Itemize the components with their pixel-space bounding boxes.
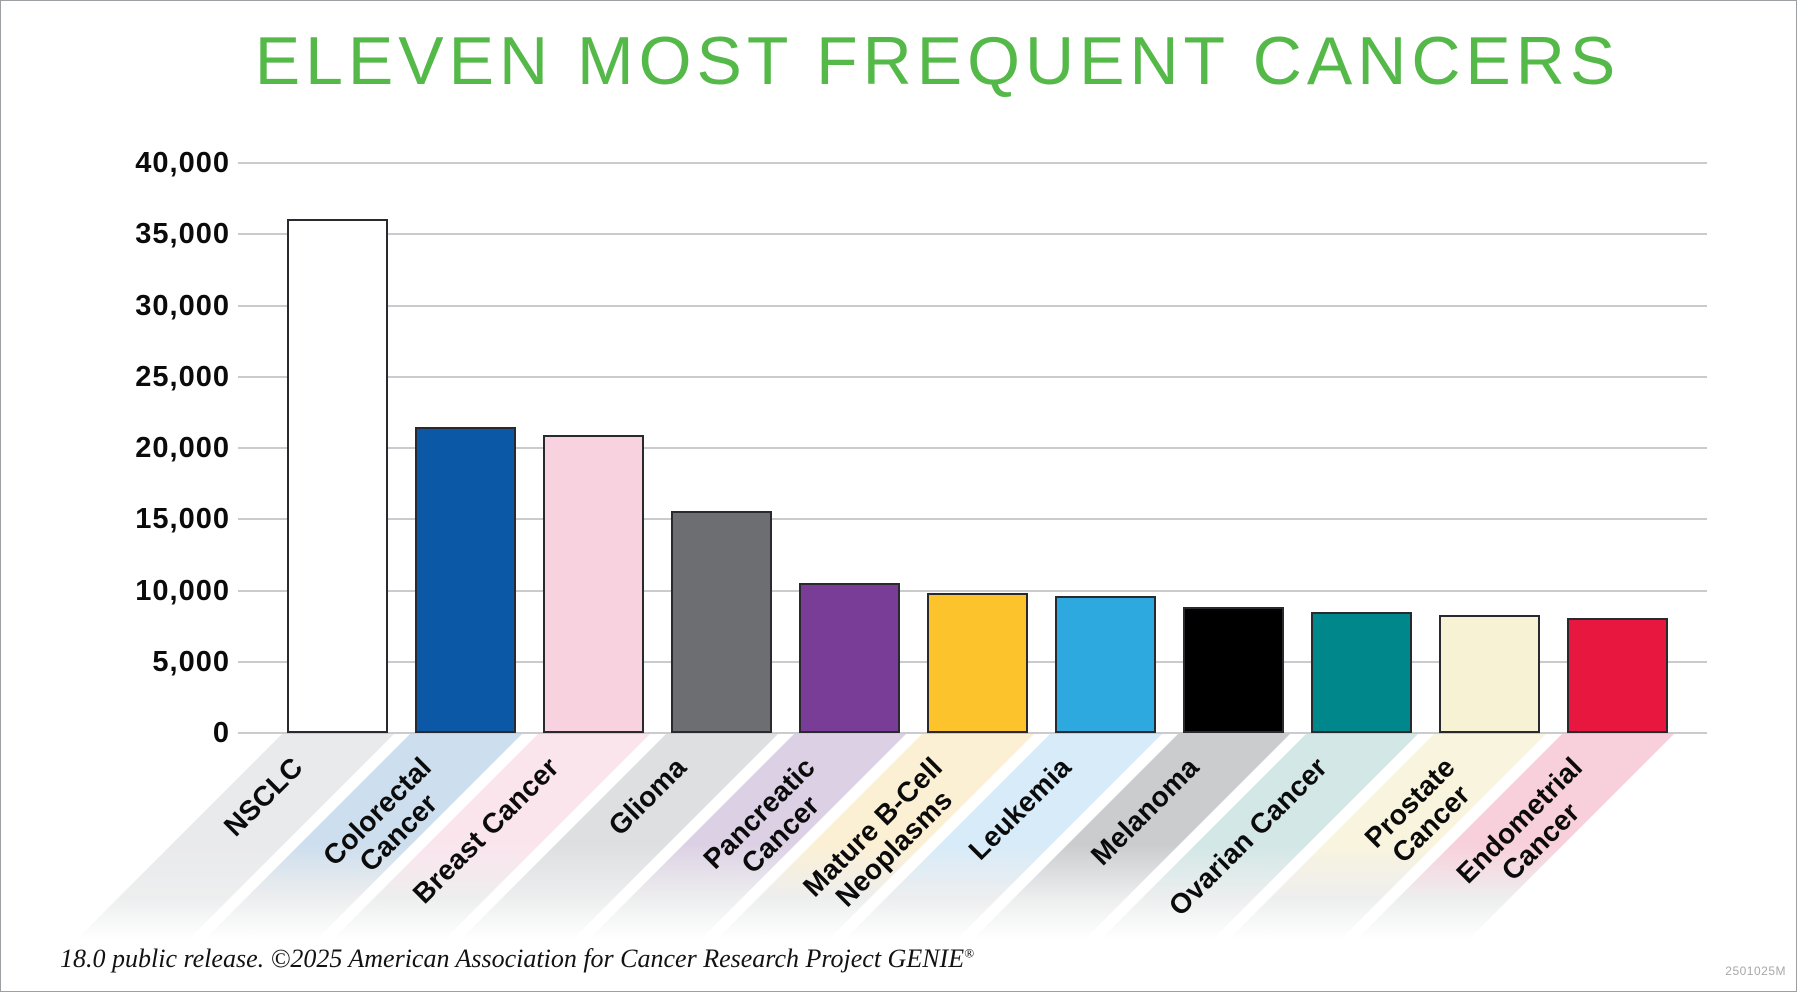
bar-pancreatic-cancer: [799, 583, 900, 733]
bar-prostate-cancer: [1439, 614, 1540, 733]
gridline-35000: [238, 233, 1707, 236]
figure-code: 2501025M: [1725, 964, 1786, 978]
bar-melanoma: [1183, 606, 1284, 733]
y-tick-label-20-000: 20,000: [135, 432, 230, 464]
x-axis-label-nsclc: NSCLC: [217, 751, 309, 843]
bar-breast-cancer: [543, 435, 644, 733]
registered-trademark-symbol: ®: [964, 945, 974, 961]
x-axis-label-melanoma: Melanoma: [1084, 751, 1205, 872]
bar-mature-b-cell-neoplasms: [927, 592, 1028, 733]
y-tick-label-35-000: 35,000: [135, 218, 230, 251]
chart-title: ELEVEN MOST FREQUENT CANCERS: [254, 23, 1621, 99]
y-tick-label-30-000: 30,000: [135, 289, 230, 322]
bar-glioma: [671, 510, 772, 733]
gridline-40000: [238, 162, 1707, 164]
plot-area: [238, 162, 1707, 734]
gridline-0: [238, 732, 1707, 734]
y-tick-label-40-000: 40,000: [135, 147, 230, 179]
x-axis-label-endometrial-cancer: Endometrial Cancer: [1450, 751, 1589, 890]
footer-caption: 18.0 public release. ©2025 American Asso…: [60, 944, 974, 974]
y-tick-label-5-000: 5,000: [152, 645, 230, 678]
y-tick-label-25-000: 25,000: [135, 360, 230, 393]
bar-endometrial-cancer: [1567, 617, 1668, 733]
gridline-30000: [238, 304, 1707, 307]
footer-text: 18.0 public release. ©2025 American Asso…: [60, 944, 965, 973]
bar-ovarian-cancer: [1311, 611, 1412, 733]
bar-leukemia: [1055, 595, 1156, 733]
bar-colorectal-cancer: [415, 426, 516, 733]
x-axis-label-leukemia: Leukemia: [962, 751, 1077, 866]
gridline-10000: [238, 589, 1707, 592]
y-tick-label-0: 0: [212, 717, 230, 749]
gridline-20000: [238, 447, 1707, 449]
y-tick-label-15-000: 15,000: [135, 503, 230, 536]
x-axis-label-glioma: Glioma: [602, 751, 693, 842]
gridline-15000: [238, 518, 1707, 521]
gridline-25000: [238, 375, 1707, 378]
y-tick-label-10-000: 10,000: [135, 574, 230, 607]
bar-nsclc: [287, 218, 388, 733]
